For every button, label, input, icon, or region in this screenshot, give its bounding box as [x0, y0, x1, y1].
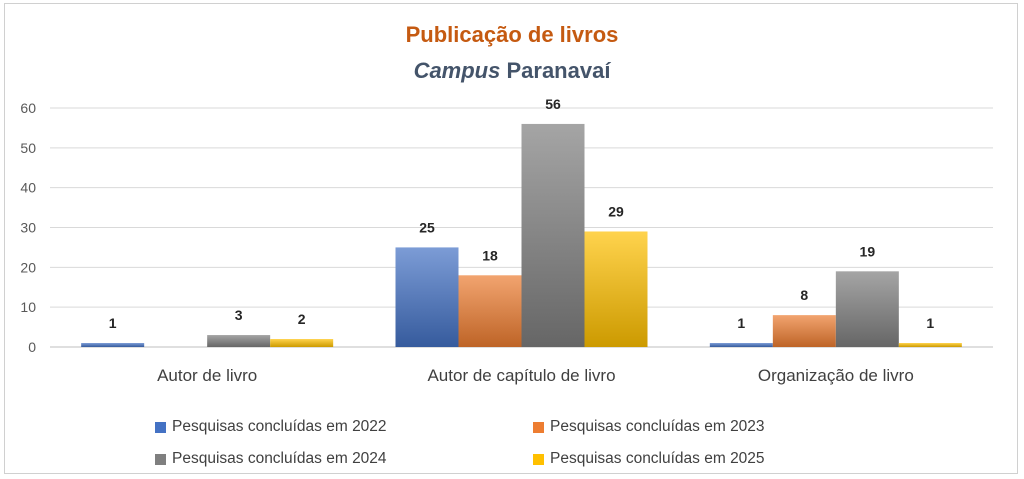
legend-item: Pesquisas concluídas em 2023 [533, 418, 765, 436]
data-label: 1 [926, 315, 934, 331]
data-label: 29 [608, 203, 624, 219]
y-tick-label: 0 [28, 339, 36, 355]
bar [207, 335, 271, 347]
y-tick-label: 40 [20, 180, 36, 196]
data-label: 8 [800, 287, 808, 303]
bar [584, 231, 648, 347]
category-label: Autor de capítulo de livro [427, 366, 615, 385]
category-label: Organização de livro [758, 366, 914, 385]
legend-item: Pesquisas concluídas em 2025 [533, 450, 765, 468]
bar [709, 343, 773, 347]
bar [458, 275, 522, 347]
legend-label: Pesquisas concluídas em 2023 [550, 418, 765, 435]
subtitle-campus: Campus [413, 58, 501, 83]
chart-subtitle: Campus Paranavaí [0, 58, 1024, 84]
data-label: 1 [109, 315, 117, 331]
bar [81, 343, 145, 347]
y-tick-label: 60 [20, 100, 36, 116]
chart-frame [4, 3, 1018, 474]
category-label: Autor de livro [157, 366, 257, 385]
legend-swatch [533, 421, 544, 433]
y-tick-label: 30 [20, 220, 36, 236]
legend-label: Pesquisas concluídas em 2025 [550, 450, 765, 467]
legend-swatch [155, 453, 166, 465]
data-label: 2 [298, 311, 306, 327]
legend-label: Pesquisas concluídas em 2022 [172, 418, 387, 435]
data-label: 19 [860, 243, 876, 259]
data-label: 1 [737, 315, 745, 331]
chart-title: Publicação de livros [405, 22, 619, 47]
legend-swatch [533, 453, 544, 465]
bar [521, 123, 585, 347]
data-label: 25 [419, 219, 435, 235]
y-tick-label: 50 [20, 140, 36, 156]
legend-label: Pesquisas concluídas em 2024 [172, 450, 387, 467]
subtitle-location: Paranavaí [500, 58, 611, 83]
y-tick-label: 20 [20, 259, 36, 275]
bar [270, 339, 334, 347]
data-label: 56 [545, 96, 561, 112]
bar [772, 315, 836, 347]
legend-item: Pesquisas concluídas em 2022 [155, 418, 387, 436]
bar [898, 343, 962, 347]
data-label: 18 [482, 247, 498, 263]
y-tick-label: 10 [20, 299, 36, 315]
legend-swatch [155, 421, 166, 433]
bar [395, 247, 459, 347]
bar [835, 271, 899, 347]
legend-item: Pesquisas concluídas em 2024 [155, 450, 387, 468]
data-label: 3 [235, 307, 243, 323]
